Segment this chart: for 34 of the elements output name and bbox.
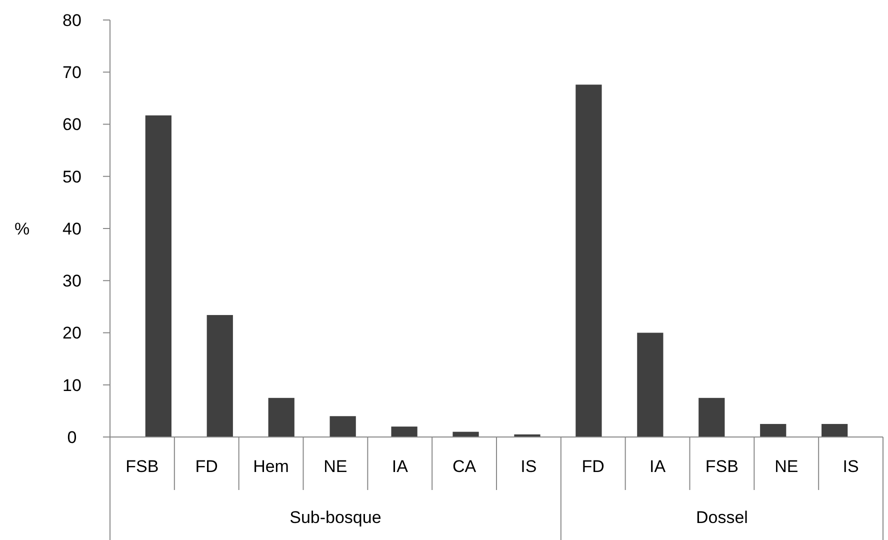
bar	[760, 424, 786, 437]
bar	[637, 332, 664, 437]
y-tick-label: 50	[62, 167, 82, 186]
y-tick-label: 20	[62, 324, 82, 343]
x-tick-label: IS	[842, 457, 859, 476]
bar	[330, 416, 356, 437]
bar	[698, 398, 725, 437]
x-tick-label: IS	[520, 457, 537, 476]
y-tick-label: 70	[62, 63, 82, 82]
x-tick-label: NE	[774, 457, 798, 476]
y-tick-label: 80	[62, 10, 82, 30]
bar	[391, 426, 418, 437]
x-tick-label: FD	[195, 457, 218, 476]
y-tick-label: 0	[67, 428, 77, 447]
text: Dossel	[696, 508, 748, 527]
y-tick-label: 60	[62, 115, 82, 134]
y-tick-label: 40	[62, 219, 82, 238]
y-axis-title: %	[14, 220, 30, 238]
bar	[576, 84, 602, 437]
x-tick-label: FSB	[705, 457, 738, 476]
text: Sub-bosque	[290, 508, 382, 527]
y-tick-label: 10	[62, 376, 82, 395]
y-tick-label: 30	[62, 272, 82, 291]
x-tick-label: FSB	[126, 457, 159, 476]
x-tick-label: IA	[392, 457, 409, 476]
bar	[268, 398, 294, 437]
bar	[206, 315, 233, 437]
x-tick-label: CA	[452, 457, 477, 476]
bar	[145, 115, 172, 437]
x-tick-label: Hem	[253, 457, 289, 476]
bar	[822, 424, 848, 437]
x-tick-label: FD	[582, 457, 604, 476]
x-tick-label: NE	[324, 457, 348, 476]
x-tick-label: IA	[650, 457, 666, 476]
